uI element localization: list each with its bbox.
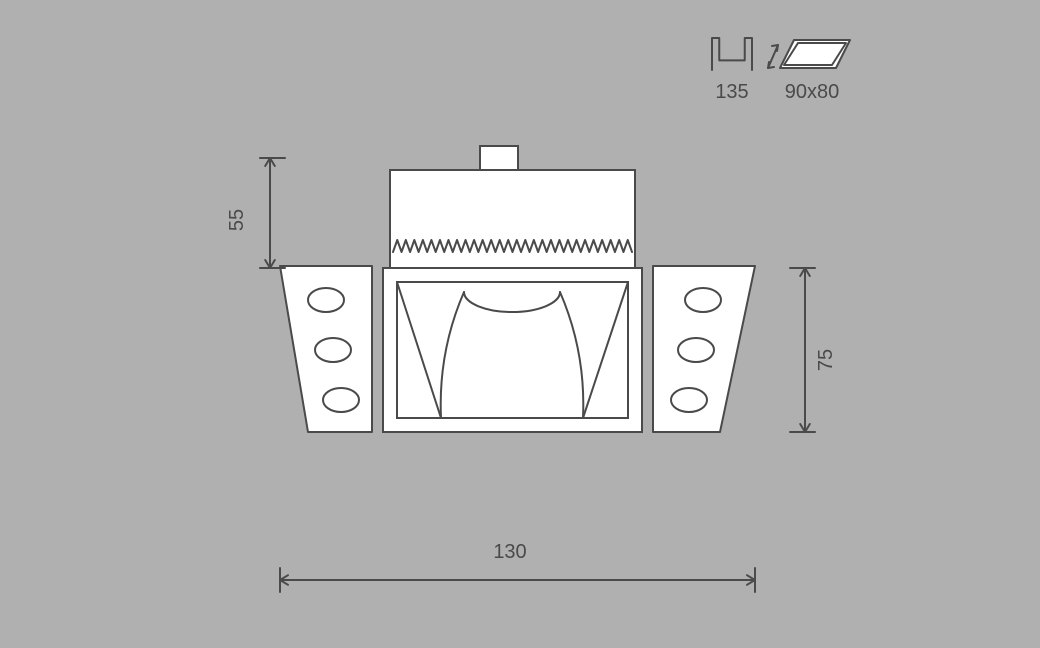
dim-icon-left-label: 135 [715, 81, 748, 103]
dim-icon-right-label: 90x80 [785, 81, 840, 103]
dim-height-lower: 75 [815, 349, 837, 371]
dim-overall-width: 130 [493, 541, 526, 563]
dim-height-upper: 55 [226, 209, 248, 231]
